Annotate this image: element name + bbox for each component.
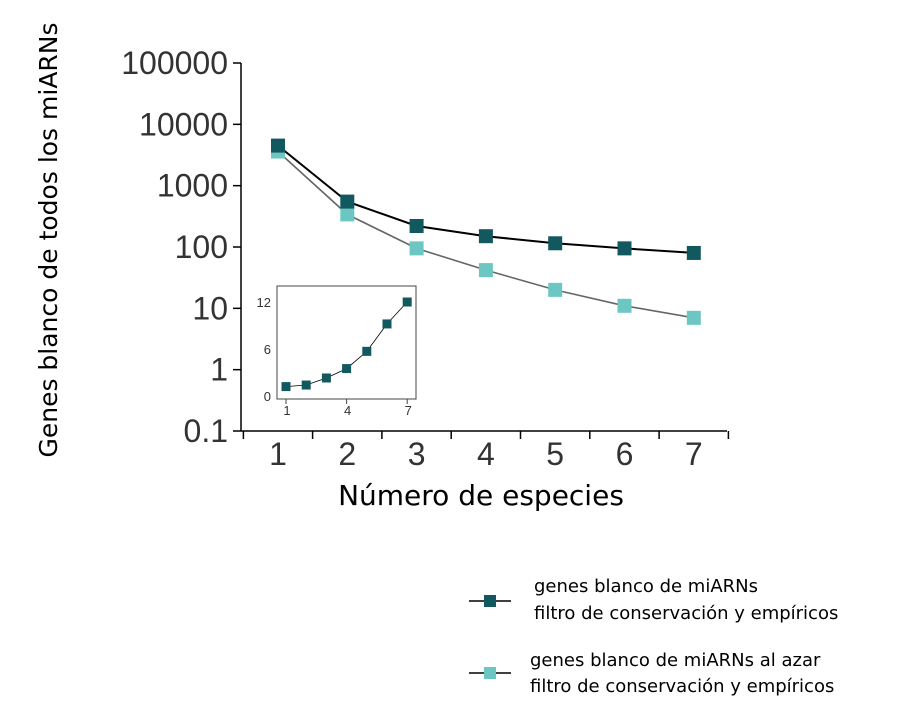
inset-point xyxy=(362,346,372,356)
inset-y-tick-label: 6 xyxy=(264,342,271,357)
series-1-point xyxy=(617,241,632,256)
series-markers xyxy=(271,138,701,325)
x-axis-label: Número de especies xyxy=(338,479,624,512)
x-ticks: 1 2 3 4 5 6 7 xyxy=(242,431,730,472)
x-tick-label: 6 xyxy=(616,436,634,472)
inset-frame xyxy=(276,285,417,400)
legend: genes blanco de miARNs filtro de conserv… xyxy=(469,576,838,697)
y-tick-label: 100 xyxy=(175,229,228,265)
inset-point xyxy=(402,297,412,307)
series-1-point xyxy=(478,229,493,244)
inset-y-tick-label: 0 xyxy=(264,389,271,404)
y-tick-label: 0.1 xyxy=(184,413,228,449)
series-1-point xyxy=(271,138,285,153)
series-1-point xyxy=(548,236,563,251)
inset-point xyxy=(342,364,352,374)
legend-marker-2 xyxy=(484,667,496,679)
inset-series xyxy=(281,297,412,392)
series-2-point xyxy=(548,282,563,297)
legend-label-1-line-1: genes blanco de miARNs xyxy=(534,576,758,597)
inset-y-tick-label: 12 xyxy=(257,295,271,310)
series-2-point xyxy=(478,263,493,278)
inset-point xyxy=(281,382,291,392)
inset-x-tick-label: 1 xyxy=(283,403,290,418)
inset-chart: 0 6 12 1 4 7 xyxy=(257,285,417,418)
y-tick-label: 1 xyxy=(210,352,228,388)
inset-point xyxy=(321,373,331,383)
legend-label-2-line-2: filtro de conservación y empíricos xyxy=(530,676,834,697)
legend-marker-1 xyxy=(484,595,496,607)
x-tick-label: 3 xyxy=(408,436,426,472)
series-1-point xyxy=(409,218,424,233)
x-tick-label: 7 xyxy=(685,436,703,472)
x-tick-label: 1 xyxy=(269,436,287,472)
legend-label-2-line-1: genes blanco de miARNs al azar xyxy=(530,650,821,671)
inset-point xyxy=(382,319,392,329)
series-2-point xyxy=(617,298,632,313)
inset-point xyxy=(301,380,311,390)
series-2-point xyxy=(340,207,355,222)
y-axis-label: Genes blanco de todos los miARNs xyxy=(34,22,63,457)
series-1-point xyxy=(340,194,355,209)
inset-x-tick-label: 4 xyxy=(344,403,351,418)
inset-ticks: 0 6 12 1 4 7 xyxy=(257,295,412,418)
series-2-point xyxy=(686,310,701,325)
x-tick-label: 5 xyxy=(546,436,564,472)
x-tick-label: 4 xyxy=(477,436,495,472)
series-1-point xyxy=(686,245,701,260)
y-ticks: 100000 10000 1000 100 10 1 0.1 xyxy=(121,45,241,449)
y-tick-label: 100000 xyxy=(121,45,228,81)
y-tick-label: 10000 xyxy=(139,106,228,142)
x-tick-label: 2 xyxy=(338,436,356,472)
y-tick-label: 10 xyxy=(192,290,228,326)
y-tick-label: 1000 xyxy=(157,168,228,204)
inset-x-tick-label: 7 xyxy=(405,403,412,418)
legend-label-1-line-2: filtro de conservación y empíricos xyxy=(534,603,838,624)
series-2-point xyxy=(409,241,424,256)
